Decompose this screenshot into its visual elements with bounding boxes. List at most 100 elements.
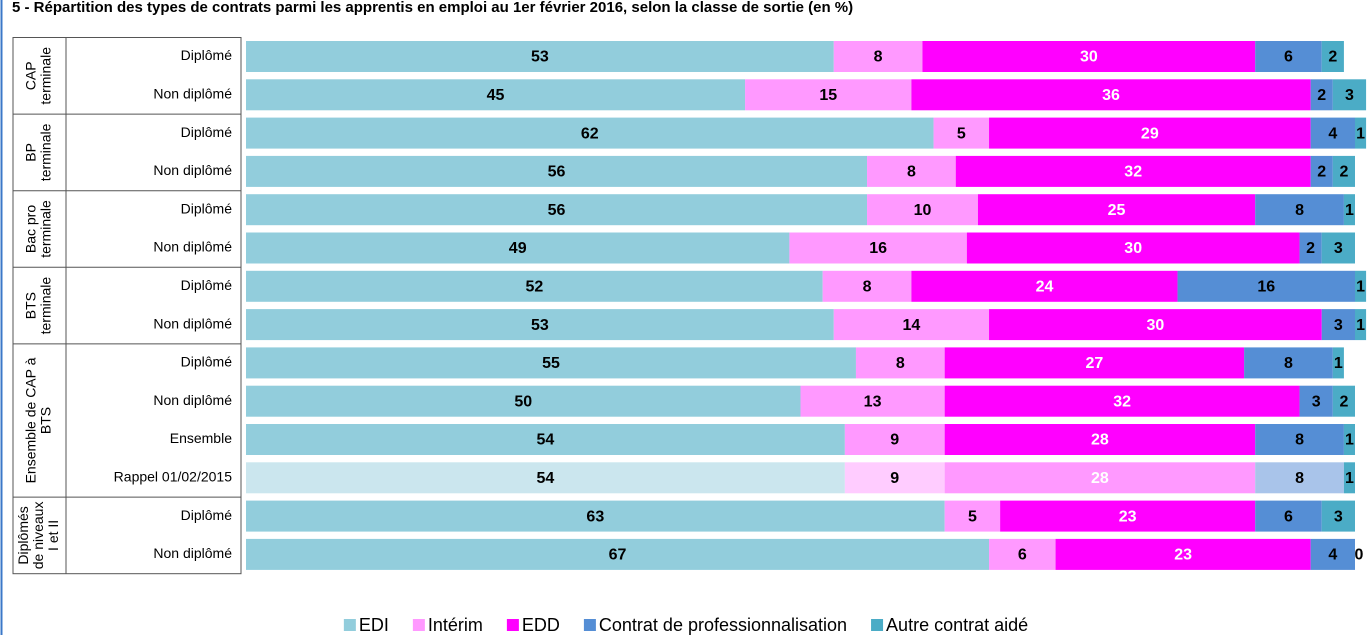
bar-segment — [1343, 194, 1355, 226]
bar-segment — [944, 462, 1256, 494]
value-label: 25 — [1108, 202, 1126, 219]
bar-segment — [989, 538, 1056, 570]
bar-segment — [1255, 462, 1344, 494]
bar-segment — [246, 424, 845, 455]
bar-segment — [855, 347, 945, 379]
value-label: 4 — [1328, 125, 1337, 142]
bar-segment — [1255, 500, 1322, 532]
value-label: 8 — [1295, 432, 1304, 449]
value-label: 56 — [548, 202, 566, 219]
bar-segment — [1310, 538, 1355, 570]
row-label: Diplômé — [181, 124, 233, 140]
row-label: Non diplômé — [153, 315, 232, 331]
legend-label: EDD — [522, 615, 560, 635]
group-label: Ensemble de CAP à — [23, 357, 39, 483]
value-label: 15 — [819, 87, 837, 104]
value-label: 10 — [914, 202, 932, 219]
value-label: 55 — [542, 355, 560, 372]
value-label: 1 — [1345, 202, 1354, 219]
value-label: 54 — [537, 432, 555, 449]
bar-segment — [944, 424, 1256, 455]
bar-segment — [246, 117, 934, 149]
group-label: terminale — [38, 47, 54, 105]
bar-segment — [977, 194, 1256, 226]
bar-segment — [867, 155, 956, 187]
bar-segment — [1321, 232, 1355, 264]
bar-segment — [246, 79, 746, 111]
bar-segment — [246, 462, 845, 494]
group-label: de niveaux — [30, 502, 46, 570]
value-label: 56 — [548, 164, 566, 181]
value-label: 6 — [1284, 508, 1293, 525]
value-label: 8 — [1295, 202, 1304, 219]
value-label: 27 — [1085, 355, 1103, 372]
bar-segment — [1332, 155, 1355, 187]
value-label: 36 — [1102, 87, 1120, 104]
value-label: 53 — [531, 49, 549, 66]
legend-swatch — [583, 619, 596, 631]
bar-segment — [922, 41, 1256, 72]
bar-segment — [1310, 117, 1355, 149]
chart-title: 5 - Répartition des types de contrats pa… — [12, 0, 853, 16]
value-label: 45 — [487, 87, 505, 104]
value-label: 32 — [1124, 164, 1142, 181]
bar-segment — [246, 41, 834, 72]
bar-segment — [1332, 347, 1344, 379]
bar-segment — [966, 232, 1300, 264]
value-label: 0 — [1355, 547, 1364, 564]
value-label: 9 — [890, 432, 899, 449]
bar-segment — [246, 232, 790, 264]
value-label: 16 — [1257, 279, 1275, 296]
group-label: CAP — [23, 61, 39, 90]
value-label: 49 — [509, 240, 527, 257]
row-label: Non diplômé — [153, 239, 232, 255]
legend-label: EDI — [359, 615, 389, 635]
bar-segment — [955, 155, 1311, 187]
legend: EDI Intérim EDD Contrat de professionnalisa… — [343, 615, 1028, 635]
bar-segment — [246, 500, 945, 532]
value-label: 3 — [1334, 317, 1343, 334]
bar-segment — [246, 155, 868, 187]
value-label: 52 — [525, 279, 543, 296]
bar-segment — [1321, 41, 1344, 72]
legend-label: Contrat de professionnalisation — [599, 615, 847, 635]
bar-segment — [944, 385, 1300, 417]
bar-segment — [989, 117, 1311, 149]
row-label: Diplômé — [181, 47, 233, 63]
row-label: Non diplômé — [153, 162, 232, 178]
value-label: 6 — [1018, 547, 1027, 564]
value-label: 3 — [1334, 240, 1343, 257]
value-label: 23 — [1119, 508, 1137, 525]
value-label: 2 — [1339, 393, 1348, 410]
bar-segment — [246, 385, 801, 417]
bar-segment — [1321, 500, 1355, 532]
bar-segment — [246, 309, 834, 341]
bar-segment — [1000, 500, 1256, 532]
bar-segment — [1343, 462, 1355, 494]
group-label: terminale — [38, 123, 54, 181]
group-label: terminale — [38, 200, 54, 258]
value-label: 1 — [1345, 432, 1354, 449]
value-label: 1 — [1334, 355, 1343, 372]
value-label: 8 — [1295, 470, 1304, 487]
value-label: 1 — [1345, 470, 1354, 487]
bar-segment — [844, 424, 945, 455]
bar-segment — [989, 309, 1322, 341]
bar-segment — [1332, 385, 1355, 417]
value-label: 30 — [1146, 317, 1164, 334]
legend-label: Autre contrat aidé — [886, 615, 1028, 635]
value-label: 62 — [581, 125, 599, 142]
bar-segment — [944, 347, 1245, 379]
bar-segment — [1255, 41, 1322, 72]
bar-segment — [1355, 270, 1367, 302]
value-label: 5 — [968, 508, 977, 525]
bar-segment — [1299, 385, 1333, 417]
group-label: BTS — [23, 292, 39, 319]
bar-segment — [867, 194, 978, 226]
value-label: 8 — [1284, 355, 1293, 372]
row-label: Non diplômé — [153, 392, 232, 408]
value-label: 32 — [1113, 393, 1131, 410]
bar-segment — [1310, 79, 1333, 111]
value-label: 8 — [874, 49, 883, 66]
